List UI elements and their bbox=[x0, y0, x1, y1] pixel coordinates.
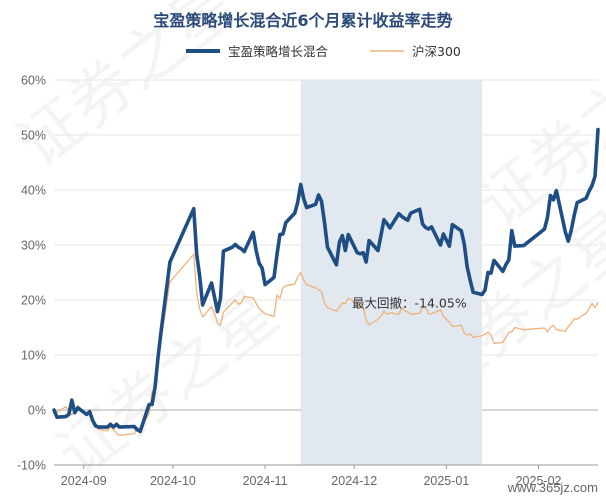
x-tick-label: 2024-09 bbox=[61, 474, 107, 488]
drawdown-region bbox=[300, 80, 483, 465]
annotations: 最大回撤：-14.05% bbox=[352, 296, 467, 311]
x-tick-label: 2025-01 bbox=[423, 474, 469, 488]
drawdown-shade bbox=[300, 80, 483, 465]
series-lines bbox=[52, 127, 600, 436]
series-line-fund bbox=[52, 127, 600, 434]
x-axis-ticks: 2024-09 2024-10 2024-11 2024-12 2025-01 2025-… bbox=[54, 464, 598, 488]
legend-label-fund: 宝盈策略增长混合 bbox=[228, 44, 329, 59]
y-tick-label: -10% bbox=[17, 459, 46, 473]
y-axis-ticks: -10% 0% 10% 20% 30% 40% 50% 60% bbox=[17, 74, 46, 473]
y-tick-label: 50% bbox=[21, 129, 46, 143]
y-tick-label: 40% bbox=[21, 184, 46, 198]
max-drawdown-label: 最大回撤：-14.05% bbox=[352, 296, 467, 311]
y-tick-label: 30% bbox=[21, 239, 46, 253]
y-tick-label: 0% bbox=[28, 404, 46, 418]
y-tick-label: 20% bbox=[21, 294, 46, 308]
legend-label-index: 沪深300 bbox=[412, 44, 461, 59]
legend: 宝盈策略增长混合 沪深300 bbox=[186, 44, 461, 59]
x-tick-label: 2024-12 bbox=[331, 474, 377, 488]
watermark-site: www.365jz.com bbox=[507, 480, 598, 495]
y-tick-label: 10% bbox=[21, 349, 46, 363]
x-tick-label: 2024-11 bbox=[243, 474, 288, 488]
series-line-index bbox=[53, 253, 599, 436]
x-tick-label: 2025-02 bbox=[516, 474, 562, 488]
x-tick-label: 2024-10 bbox=[150, 474, 196, 488]
y-tick-label: 60% bbox=[21, 74, 46, 88]
chart-title: 宝盈策略增长混合近6个月累计收益率走势 bbox=[153, 11, 452, 30]
